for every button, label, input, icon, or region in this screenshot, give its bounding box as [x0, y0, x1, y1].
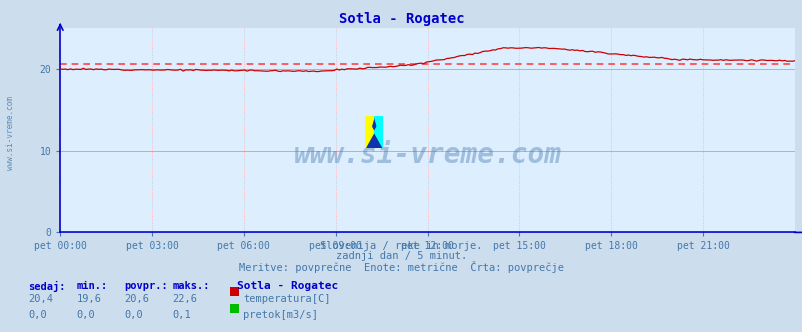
Text: zadnji dan / 5 minut.: zadnji dan / 5 minut.	[335, 251, 467, 261]
Text: sedaj:: sedaj:	[28, 281, 66, 291]
Text: 19,6: 19,6	[76, 294, 101, 304]
Text: 0,1: 0,1	[172, 310, 191, 320]
Text: 0,0: 0,0	[124, 310, 143, 320]
Polygon shape	[365, 116, 383, 148]
Text: 20,6: 20,6	[124, 294, 149, 304]
Polygon shape	[374, 116, 383, 148]
Text: povpr.:: povpr.:	[124, 281, 168, 290]
Text: Slovenija / reke in morje.: Slovenija / reke in morje.	[320, 241, 482, 251]
Text: temperatura[C]: temperatura[C]	[243, 294, 330, 304]
Polygon shape	[365, 116, 374, 148]
Text: 20,4: 20,4	[28, 294, 53, 304]
Text: Sotla - Rogatec: Sotla - Rogatec	[237, 281, 338, 290]
Polygon shape	[374, 116, 383, 148]
Text: www.si-vreme.com: www.si-vreme.com	[294, 141, 561, 169]
Polygon shape	[365, 116, 374, 148]
Text: 0,0: 0,0	[28, 310, 47, 320]
Text: Sotla - Rogatec: Sotla - Rogatec	[338, 12, 464, 26]
Text: pretok[m3/s]: pretok[m3/s]	[243, 310, 318, 320]
Text: Meritve: povprečne  Enote: metrične  Črta: povprečje: Meritve: povprečne Enote: metrične Črta:…	[239, 261, 563, 273]
Text: maks.:: maks.:	[172, 281, 210, 290]
Text: 22,6: 22,6	[172, 294, 197, 304]
Text: min.:: min.:	[76, 281, 107, 290]
Text: www.si-vreme.com: www.si-vreme.com	[6, 96, 15, 170]
Text: 0,0: 0,0	[76, 310, 95, 320]
